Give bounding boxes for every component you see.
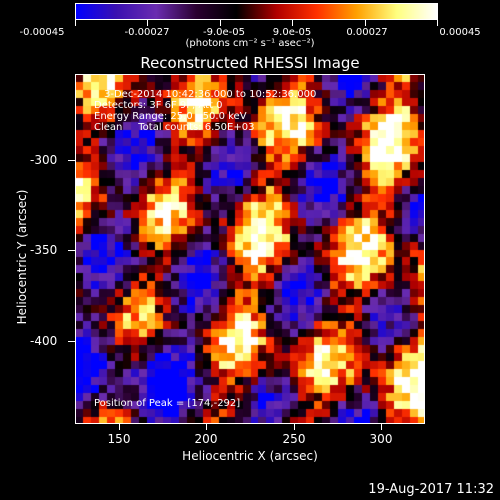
y-axis-title: Heliocentric Y (arcsec) (15, 189, 29, 325)
y-tick (68, 341, 75, 342)
y-tick-label: -400 (30, 334, 58, 348)
y-tick-label: -350 (30, 243, 58, 257)
x-tick (119, 424, 120, 430)
colorbar-ticks (75, 20, 438, 26)
colorbar-tick-label: -0.00045 (19, 27, 65, 38)
x-tick-label: 150 (107, 432, 131, 446)
plot-title: Reconstructed RHESSI Image (140, 54, 360, 72)
x-tick-label: 200 (194, 432, 218, 446)
clean-counts-text: Clean Total counts: 6.50E+03 (94, 122, 255, 133)
colorbar-tick-label: -0.00027 (124, 27, 170, 38)
colorbar-tick-label: 0.00045 (439, 27, 481, 38)
y-tick (68, 250, 75, 251)
image-plot: 3-Dec-2014 10:42:36.000 to 10:52:36.000 … (75, 74, 425, 424)
colorbar-tick-label: 9.0e-05 (272, 27, 312, 38)
x-tick-label: 300 (369, 432, 393, 446)
colorbar-tick-label: 0.00027 (346, 27, 388, 38)
energy-range-text: Energy Range: 25.0 - 50.0 keV (94, 111, 247, 122)
x-axis-title: Heliocentric X (arcsec) (182, 449, 318, 463)
y-tick (68, 160, 75, 161)
colorbar-units: (photons cm⁻² s⁻¹ asec⁻²) (185, 38, 315, 49)
x-tick-label: 250 (282, 432, 306, 446)
time-range-text: 3-Dec-2014 10:42:36.000 to 10:52:36.000 (104, 89, 317, 100)
peak-position-text: Position of Peak = [174,-292] (94, 398, 241, 409)
rhessi-image (76, 75, 424, 423)
detectors-text: Detectors: 3F 6F 9F, Att 0 (94, 100, 223, 111)
x-tick (381, 424, 382, 430)
footer-timestamp: 19-Aug-2017 11:32 (368, 482, 494, 497)
x-tick (294, 424, 295, 430)
y-tick-label: -300 (30, 153, 58, 167)
x-tick (206, 424, 207, 430)
colorbar-tick-label: -9.0e-05 (203, 27, 245, 38)
colorbar (75, 3, 438, 20)
